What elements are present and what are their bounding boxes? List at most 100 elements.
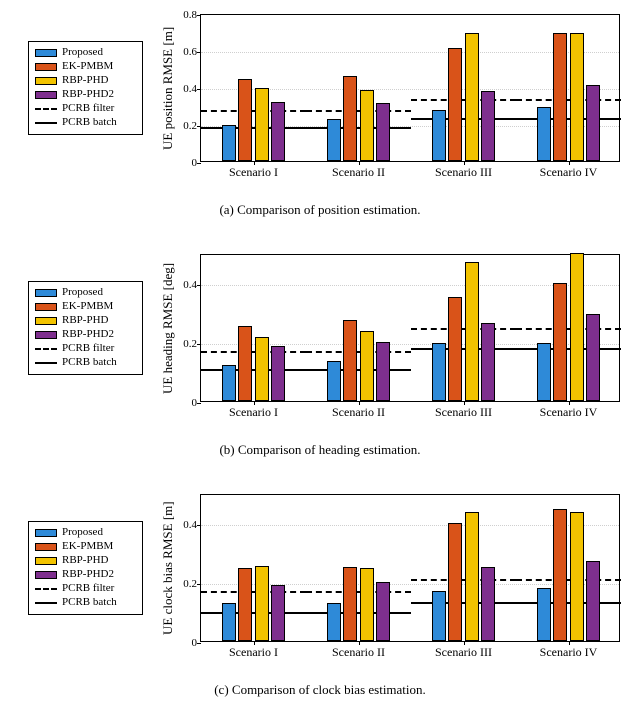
pcrb-batch-line [516, 118, 621, 120]
legend: ProposedEK-PMBMRBP-PHDRBP-PHD2PCRB filte… [28, 521, 143, 615]
bar-rbp-phd2 [376, 342, 390, 401]
ytick-label: 0.4 [183, 279, 197, 291]
bar-rbp-phd [465, 512, 479, 641]
bar-rbp-phd [255, 337, 269, 401]
pcrb-batch-line [516, 348, 621, 350]
ytick-label: 0.4 [183, 519, 197, 531]
ytick-label: 0 [192, 637, 198, 649]
ylabel-clock: UE clock bias RMSE [m] [160, 494, 176, 642]
xtick-label: Scenario IV [540, 645, 598, 660]
legend-swatch [35, 529, 57, 537]
pcrb-batch-line [306, 612, 411, 614]
xtick-label: Scenario II [332, 645, 385, 660]
plot-heading: 00.20.4Scenario IScenario IIScenario III… [200, 254, 620, 402]
ytick [197, 52, 201, 53]
legend-line [35, 602, 57, 604]
ytick [197, 643, 201, 644]
pcrb-batch-line [516, 602, 621, 604]
legend-item: EK-PMBM [35, 60, 136, 74]
xtick-label: Scenario III [435, 645, 492, 660]
bar-proposed [432, 343, 446, 401]
ytick [197, 525, 201, 526]
ytick [197, 285, 201, 286]
legend-label: PCRB batch [62, 595, 117, 610]
bar-ek-pmbm [343, 320, 357, 401]
legend: ProposedEK-PMBMRBP-PHDRBP-PHD2PCRB filte… [28, 281, 143, 375]
legend-item: RBP-PHD [35, 554, 136, 568]
bar-proposed [222, 603, 236, 641]
legend-line [35, 362, 57, 364]
ytick-label: 0.2 [183, 578, 197, 590]
legend-swatch [35, 77, 57, 85]
legend-item: RBP-PHD2 [35, 88, 136, 102]
ytick-label: 0 [192, 397, 198, 409]
ytick-label: 0 [192, 157, 198, 169]
bar-rbp-phd [465, 262, 479, 401]
legend: ProposedEK-PMBMRBP-PHDRBP-PHD2PCRB filte… [28, 41, 143, 135]
pcrb-filter-line [516, 579, 621, 581]
pcrb-batch-line [306, 127, 411, 129]
bar-rbp-phd2 [481, 567, 495, 641]
legend-item: Proposed [35, 526, 136, 540]
bar-rbp-phd2 [376, 103, 390, 161]
bar-ek-pmbm [448, 48, 462, 161]
ytick [197, 89, 201, 90]
bar-proposed [432, 591, 446, 641]
caption-heading: (b) Comparison of heading estimation. [0, 442, 640, 458]
bar-ek-pmbm [553, 33, 567, 161]
ytick [197, 403, 201, 404]
legend-item: PCRB batch [35, 596, 136, 610]
legend-item: PCRB filter [35, 342, 136, 356]
bar-proposed [327, 361, 341, 401]
caption-clock: (c) Comparison of clock bias estimation. [0, 682, 640, 698]
pcrb-filter-line [411, 328, 516, 330]
bar-proposed [222, 365, 236, 401]
bar-rbp-phd2 [271, 585, 285, 641]
bar-ek-pmbm [448, 297, 462, 401]
bar-rbp-phd2 [586, 561, 600, 641]
bar-proposed [537, 343, 551, 401]
legend-swatch [35, 91, 57, 99]
ylabel-heading: UE heading RMSE [deg] [160, 254, 176, 402]
legend-item: Proposed [35, 286, 136, 300]
ytick [197, 344, 201, 345]
bar-rbp-phd2 [481, 91, 495, 161]
bar-rbp-phd [255, 88, 269, 161]
legend-item: Proposed [35, 46, 136, 60]
pcrb-filter-line [306, 110, 411, 112]
xtick-label: Scenario I [229, 405, 278, 420]
pcrb-filter-line [201, 591, 306, 593]
legend-swatch [35, 557, 57, 565]
xtick-label: Scenario II [332, 405, 385, 420]
ytick-label: 0.4 [183, 83, 197, 95]
pcrb-filter-line [411, 99, 516, 101]
legend-swatch [35, 63, 57, 71]
bar-ek-pmbm [238, 568, 252, 641]
ytick [197, 15, 201, 16]
bar-rbp-phd2 [481, 323, 495, 401]
pcrb-filter-line [306, 351, 411, 353]
legend-item: RBP-PHD [35, 314, 136, 328]
bar-ek-pmbm [448, 523, 462, 641]
bar-rbp-phd [360, 568, 374, 641]
ylabel-position: UE position RMSE [m] [160, 14, 176, 162]
bar-rbp-phd [255, 566, 269, 641]
caption-position: (a) Comparison of position estimation. [0, 202, 640, 218]
xtick-label: Scenario III [435, 405, 492, 420]
legend-item: PCRB filter [35, 102, 136, 116]
bar-rbp-phd2 [586, 314, 600, 401]
bar-rbp-phd [570, 512, 584, 641]
pcrb-batch-line [201, 127, 306, 129]
bar-ek-pmbm [238, 79, 252, 161]
bar-ek-pmbm [553, 509, 567, 641]
ytick [197, 163, 201, 164]
bar-rbp-phd [570, 33, 584, 161]
pcrb-filter-line [516, 328, 621, 330]
xtick-label: Scenario IV [540, 405, 598, 420]
pcrb-batch-line [411, 118, 516, 120]
pcrb-filter-line [201, 110, 306, 112]
xtick-label: Scenario IV [540, 165, 598, 180]
bar-ek-pmbm [343, 76, 357, 161]
panel-position: UE position RMSE [m]00.20.40.60.8Scenari… [0, 6, 640, 234]
panel-heading: UE heading RMSE [deg] 00.20.4Scenario ISc… [0, 246, 640, 474]
